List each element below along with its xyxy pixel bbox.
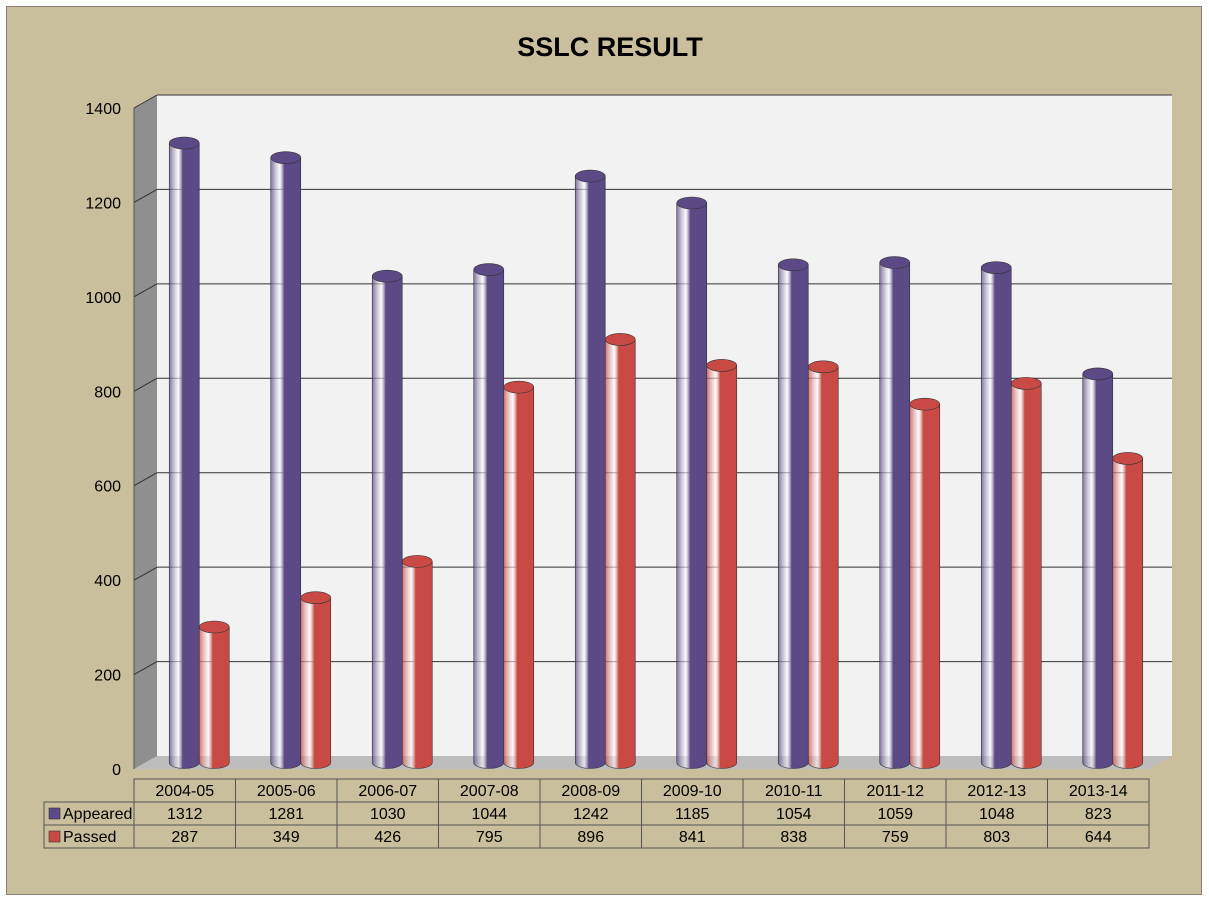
bar-passed-2009-10 (706, 359, 738, 769)
y-tick-label: 1200 (85, 195, 121, 212)
legend-label: Appeared (63, 806, 132, 823)
bar-appeared-2006-07 (371, 269, 403, 769)
bar-passed-2013-14 (1112, 452, 1144, 769)
x-tick-label: 2013-14 (1069, 783, 1128, 800)
x-tick-label: 2010-11 (765, 783, 823, 800)
gridline-side (133, 283, 158, 298)
bar-passed-2008-09 (604, 333, 636, 769)
y-tick-label: 200 (94, 668, 121, 685)
data-label: 426 (374, 829, 401, 846)
gridline-side (133, 94, 158, 109)
x-tick-label: 2004-05 (155, 783, 214, 800)
gridline-side (133, 188, 158, 203)
y-axis: 0 200 400 600 800 1000 1200 1400 (85, 101, 135, 779)
bars (168, 136, 1144, 769)
bar-appeared-2010-11 (777, 258, 809, 769)
data-label: 803 (983, 829, 1010, 846)
data-label: 287 (171, 829, 198, 846)
bar-appeared-2008-09 (574, 169, 606, 769)
data-label: 1185 (675, 806, 710, 823)
data-label: 841 (679, 829, 706, 846)
bar-passed-2011-12 (909, 397, 941, 769)
bar-passed-2004-05 (198, 620, 230, 769)
data-label: 1044 (471, 806, 507, 823)
gridline-side (133, 472, 158, 487)
x-tick-label: 2005-06 (257, 783, 316, 800)
bar-chart: SSLC RESULT 0 200 400 600 800 1000 1200 1400 20… (43, 32, 1172, 849)
data-label: 1059 (877, 806, 913, 823)
chart-title: SSLC RESULT (517, 32, 703, 62)
data-label: 795 (476, 829, 503, 846)
x-tick-label: 2006-07 (358, 783, 417, 800)
gridline-side (133, 377, 158, 392)
legend-swatch (48, 807, 61, 820)
bar-appeared-2009-10 (676, 196, 708, 769)
data-label: 349 (273, 829, 300, 846)
x-tick-label: 2011-12 (866, 783, 924, 800)
bar-passed-2012-13 (1010, 377, 1042, 769)
y-tick-label: 400 (94, 573, 121, 590)
bar-appeared-2005-06 (270, 151, 302, 769)
gridline-side (133, 661, 158, 676)
legend-swatch (48, 830, 61, 843)
data-label: 823 (1085, 806, 1112, 823)
y-tick-label: 0 (112, 762, 121, 779)
y-tick-label: 600 (94, 479, 121, 496)
data-table: 2004-05 2005-06 2006-07 2007-08 2008-09 2009-… (43, 778, 1150, 849)
x-tick-label: 2008-09 (561, 783, 620, 800)
bar-passed-2005-06 (300, 591, 332, 769)
x-tick-label: 2007-08 (460, 783, 519, 800)
data-label: 759 (882, 829, 909, 846)
data-label: 838 (780, 829, 807, 846)
bar-appeared-2007-08 (473, 263, 505, 769)
y-tick-label: 1400 (85, 101, 121, 118)
y-tick-label: 1000 (85, 290, 121, 307)
bar-passed-2010-11 (807, 360, 839, 769)
data-label: 1281 (268, 806, 304, 823)
legend-label: Passed (63, 829, 116, 846)
bar-passed-2007-08 (503, 380, 535, 769)
data-label: 1242 (573, 806, 609, 823)
bar-appeared-2004-05 (168, 136, 200, 769)
data-label: 1030 (370, 806, 406, 823)
bar-appeared-2013-14 (1082, 367, 1114, 769)
bar-appeared-2012-13 (980, 261, 1012, 769)
data-label: 1048 (979, 806, 1015, 823)
gridline-side (133, 566, 158, 581)
side-wall (134, 95, 157, 769)
bar-appeared-2011-12 (879, 256, 911, 769)
data-label: 896 (577, 829, 604, 846)
x-tick-label: 2012-13 (967, 783, 1026, 800)
y-tick-label: 800 (94, 384, 121, 401)
x-tick-label: 2009-10 (663, 783, 722, 800)
data-label: 1054 (776, 806, 812, 823)
chart-area: SSLC RESULT 0 200 400 600 800 1000 1200 1400 20… (6, 6, 1202, 895)
bar-passed-2006-07 (401, 555, 433, 769)
data-label: 1312 (167, 806, 203, 823)
data-label: 644 (1085, 829, 1112, 846)
